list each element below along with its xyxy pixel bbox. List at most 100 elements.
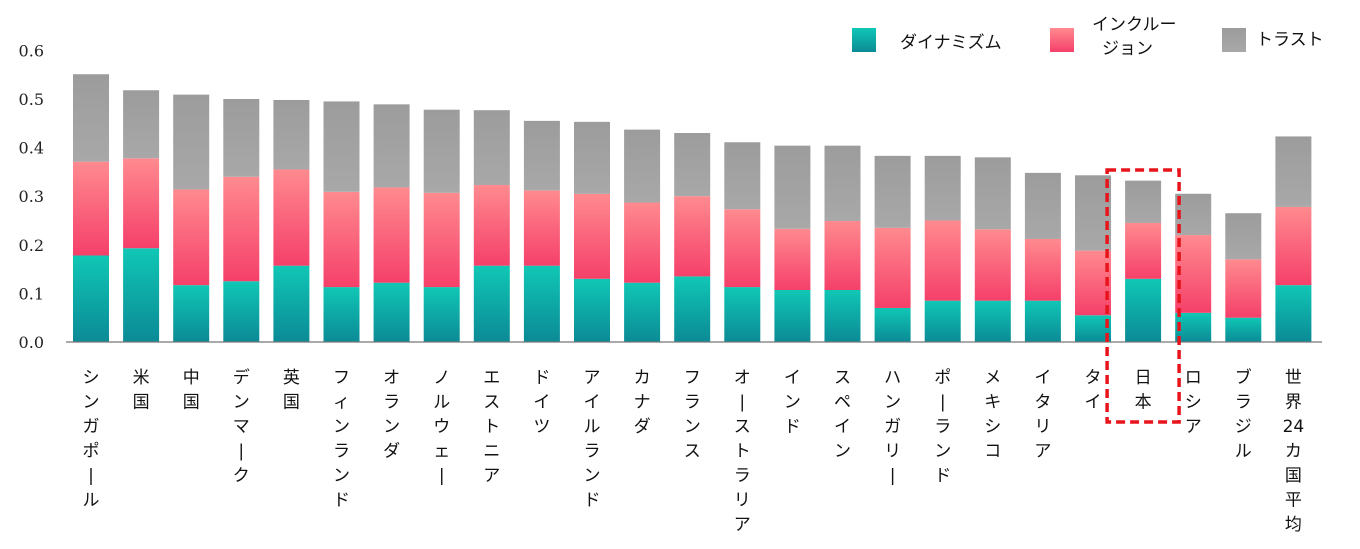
legend-swatch-dynamism bbox=[852, 28, 876, 52]
legend: ダイナミズム インクルージョン トラスト bbox=[852, 15, 1324, 59]
highlight-box-japan bbox=[1105, 168, 1181, 424]
legend-swatch-inclusion bbox=[1050, 28, 1074, 52]
bar-inclusion bbox=[1275, 206, 1312, 286]
bar-inclusion bbox=[1225, 259, 1262, 318]
bar-trust bbox=[874, 155, 911, 228]
bar-trust bbox=[523, 120, 560, 191]
bar-inclusion bbox=[1075, 250, 1111, 316]
bar-trust bbox=[1275, 136, 1312, 207]
bar-dynamism bbox=[774, 289, 811, 342]
bar-trust bbox=[824, 145, 861, 221]
category-label: ロシア bbox=[1185, 368, 1202, 437]
bar-dynamism bbox=[1125, 278, 1162, 342]
category-label: 世界 24 カ国平均 bbox=[1283, 368, 1305, 535]
category-label: ポ|ランド bbox=[934, 368, 951, 486]
bar-inclusion bbox=[423, 192, 460, 288]
bar-dynamism bbox=[473, 265, 510, 342]
bar-trust bbox=[423, 109, 460, 193]
category-label: ドイツ bbox=[533, 368, 550, 437]
category-label: 英国 bbox=[283, 368, 300, 413]
bar-trust bbox=[1075, 175, 1111, 251]
bar-inclusion bbox=[1125, 222, 1162, 279]
y-tick-label: 0.1 bbox=[19, 284, 44, 303]
bar-inclusion bbox=[624, 202, 661, 283]
category-label: インド bbox=[784, 368, 801, 437]
bar-dynamism bbox=[1075, 315, 1111, 342]
y-tick-label: 0.3 bbox=[19, 187, 44, 206]
y-tick-label: 0.4 bbox=[19, 139, 44, 158]
bar-inclusion bbox=[223, 176, 260, 282]
bar-inclusion bbox=[574, 193, 610, 279]
y-axis: 0.0 0.1 0.2 0.3 0.4 0.5 0.6 bbox=[19, 41, 44, 352]
category-label: カナダ bbox=[634, 368, 651, 437]
bar-inclusion bbox=[774, 228, 811, 290]
bar-trust bbox=[1024, 172, 1061, 239]
bar-trust bbox=[173, 94, 210, 190]
bar-dynamism bbox=[1275, 285, 1312, 342]
category-label: フィンランド bbox=[333, 368, 350, 511]
bar-dynamism bbox=[874, 307, 911, 342]
bar-dynamism bbox=[323, 287, 360, 342]
bar-dynamism bbox=[73, 255, 109, 342]
bar-dynamism bbox=[273, 265, 310, 342]
category-label: フランス bbox=[684, 368, 701, 462]
y-tick-label: 0.5 bbox=[19, 90, 44, 109]
bar-trust bbox=[724, 142, 761, 210]
category-label: ノルウェ| bbox=[433, 368, 450, 486]
bar-inclusion bbox=[523, 190, 560, 266]
bar-trust bbox=[624, 129, 661, 203]
bar-inclusion bbox=[874, 227, 911, 308]
bar-inclusion bbox=[473, 185, 510, 266]
bar-dynamism bbox=[824, 289, 861, 342]
bar-inclusion bbox=[924, 220, 961, 301]
category-label: アイルランド bbox=[584, 368, 601, 511]
bar-inclusion bbox=[1024, 238, 1061, 301]
bar-dynamism bbox=[1024, 300, 1061, 342]
bar-inclusion bbox=[323, 191, 360, 288]
category-label: デンマ|ク bbox=[233, 367, 250, 486]
bar-trust bbox=[674, 133, 711, 197]
bar-dynamism bbox=[974, 300, 1011, 342]
category-label: スペイン bbox=[834, 368, 851, 462]
legend-label-trust: トラスト bbox=[1256, 30, 1324, 50]
bar-dynamism bbox=[173, 285, 210, 342]
bar-inclusion bbox=[824, 220, 861, 290]
category-label: 日本 bbox=[1135, 368, 1152, 413]
bar-inclusion bbox=[724, 209, 761, 288]
bar-inclusion bbox=[373, 187, 410, 283]
category-label: タイ bbox=[1085, 368, 1102, 413]
legend-label-inclusion: インクルージョン bbox=[1092, 15, 1177, 59]
bar-trust bbox=[574, 121, 610, 194]
bar-dynamism bbox=[523, 265, 560, 342]
bar-trust bbox=[1125, 180, 1162, 223]
bar-trust bbox=[774, 145, 811, 229]
bar-dynamism bbox=[674, 276, 711, 342]
bar-trust bbox=[473, 110, 510, 186]
bar-trust bbox=[1175, 193, 1212, 236]
category-label: 米国 bbox=[133, 368, 150, 413]
bar-trust bbox=[373, 104, 410, 188]
bar-trust bbox=[123, 90, 160, 159]
category-label: シンガポ|ル bbox=[83, 368, 100, 511]
bar-dynamism bbox=[1175, 312, 1212, 342]
bars bbox=[73, 74, 1312, 342]
y-tick-label: 0.0 bbox=[19, 333, 44, 352]
bar-dynamism bbox=[624, 282, 661, 342]
category-label: ハンガリ| bbox=[884, 368, 901, 486]
bar-dynamism bbox=[423, 287, 460, 342]
category-label: オ|ストラリア、 bbox=[734, 368, 751, 549]
bar-inclusion bbox=[974, 229, 1011, 301]
legend-label-dynamism: ダイナミズム bbox=[900, 33, 1002, 53]
bar-inclusion bbox=[674, 196, 711, 277]
bar-dynamism bbox=[724, 287, 761, 342]
category-label: オランダ bbox=[383, 368, 400, 462]
bar-dynamism bbox=[924, 300, 961, 342]
category-label: イタリア bbox=[1034, 368, 1051, 462]
bar-trust bbox=[1225, 213, 1262, 260]
legend-swatch-trust bbox=[1222, 28, 1246, 52]
bar-inclusion bbox=[273, 169, 310, 266]
bar-dynamism bbox=[123, 248, 160, 342]
bar-dynamism bbox=[223, 281, 260, 342]
